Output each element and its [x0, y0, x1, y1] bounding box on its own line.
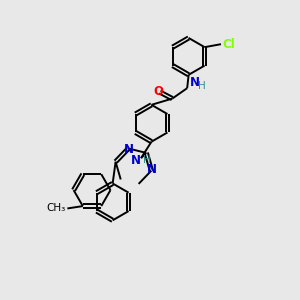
Text: N: N	[146, 163, 156, 176]
Text: Cl: Cl	[222, 38, 235, 51]
Text: H: H	[198, 81, 206, 91]
Text: N: N	[123, 143, 134, 157]
Text: N: N	[190, 76, 200, 89]
Text: N: N	[131, 154, 141, 167]
Text: H: H	[142, 155, 150, 165]
Text: O: O	[153, 85, 163, 98]
Text: CH₃: CH₃	[46, 203, 66, 214]
